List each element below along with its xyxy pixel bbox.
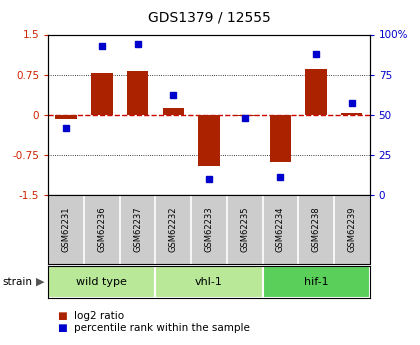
- Text: GSM62231: GSM62231: [62, 207, 71, 252]
- Bar: [91, 73, 113, 115]
- Bar: [305, 69, 327, 115]
- Text: GSM62233: GSM62233: [205, 207, 213, 252]
- Text: hif-1: hif-1: [304, 277, 328, 287]
- Text: ▶: ▶: [36, 277, 44, 287]
- Text: percentile rank within the sample: percentile rank within the sample: [74, 324, 249, 333]
- Bar: [163, 108, 184, 115]
- Bar: [234, 115, 255, 116]
- Text: ■: ■: [57, 311, 66, 321]
- Text: ■: ■: [57, 324, 66, 333]
- Text: wild type: wild type: [76, 277, 127, 287]
- Text: GSM62237: GSM62237: [133, 207, 142, 252]
- Bar: [127, 71, 148, 115]
- Text: GSM62232: GSM62232: [169, 207, 178, 252]
- Text: vhl-1: vhl-1: [195, 277, 223, 287]
- Text: GSM62236: GSM62236: [97, 207, 106, 252]
- Text: GDS1379 / 12555: GDS1379 / 12555: [147, 10, 270, 24]
- Text: log2 ratio: log2 ratio: [74, 311, 123, 321]
- Bar: [198, 115, 220, 166]
- Bar: [341, 112, 362, 115]
- Text: GSM62235: GSM62235: [240, 207, 249, 252]
- Bar: [155, 266, 262, 298]
- Text: strain: strain: [2, 277, 32, 287]
- Text: GSM62234: GSM62234: [276, 207, 285, 252]
- Text: GSM62238: GSM62238: [312, 207, 320, 252]
- Text: GSM62239: GSM62239: [347, 207, 356, 252]
- Bar: [270, 115, 291, 162]
- Bar: [55, 115, 77, 119]
- Bar: [48, 266, 155, 298]
- Bar: [262, 266, 370, 298]
